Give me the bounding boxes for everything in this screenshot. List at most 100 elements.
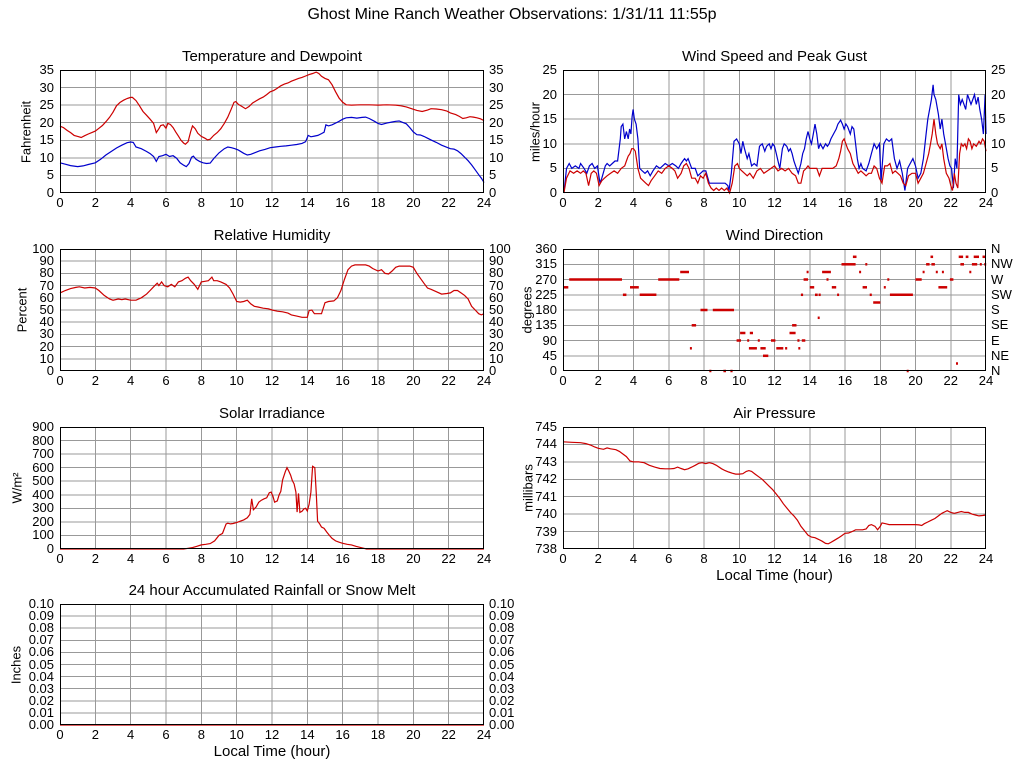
y-tick-label: 0.04 (28, 668, 54, 684)
x-tick-label: 10 (229, 195, 244, 210)
y-tick-label: 0.05 (28, 656, 54, 672)
x-tick-label: 0 (559, 551, 567, 566)
y-tick-label-right: 20 (489, 114, 504, 130)
y-tick-label: 270 (535, 271, 557, 287)
x-tick-label: 4 (127, 373, 135, 388)
x-tick-label: 18 (873, 551, 888, 566)
y-tick-label: 738 (535, 541, 557, 556)
x-tick-label: 12 (767, 551, 782, 566)
y-tick-label-right: SW (991, 286, 1012, 302)
x-tick-label: 2 (91, 373, 99, 388)
x-tick-label: 22 (441, 195, 456, 210)
x-tick-label: 14 (300, 727, 315, 742)
plot-area (59, 70, 485, 193)
x-tick-label: 16 (335, 727, 350, 742)
y-tick-label: 100 (32, 527, 54, 543)
y-tick-label-right: 90 (489, 253, 504, 269)
x-tick-label: 18 (873, 373, 888, 388)
y-tick-label-right: NW (991, 256, 1013, 272)
y-tick-label: 70 (39, 277, 54, 293)
y-tick-label: 50 (39, 302, 54, 317)
x-tick-label: 22 (943, 195, 958, 210)
y-tick-label-right: 0 (991, 185, 999, 200)
chart-solar-irradiance: Solar Irradiance W/m² 0 100 200 300 400 500 60… (10, 405, 492, 566)
y-tick-label-right: 10 (489, 149, 504, 165)
x-tick-label: 18 (873, 195, 888, 210)
y-tick-label: 40 (39, 314, 54, 330)
chart-title: Temperature and Dewpoint (181, 48, 363, 65)
y-tick-label: 30 (39, 79, 54, 95)
x-tick-label: 20 (908, 551, 923, 566)
x-tick-label: 16 (335, 373, 350, 388)
y-tick-label-right: E (991, 332, 1000, 348)
y-tick-label-right: 0.00 (489, 717, 515, 732)
x-tick-label: 16 (837, 373, 853, 388)
y-tick-label: 0.10 (28, 596, 54, 611)
y-tick-label-right: 0 (489, 185, 497, 200)
y-tick-label: 0 (46, 363, 54, 378)
y-tick-label: 10 (39, 149, 54, 165)
y-tick-label-right: 0.02 (489, 692, 515, 708)
y-tick-label-right: 50 (489, 302, 504, 317)
x-tick-label: 2 (91, 551, 99, 566)
x-tick-label: 0 (56, 195, 64, 210)
x-tick-label: 20 (908, 373, 923, 388)
x-tick-label: 24 (978, 195, 994, 210)
x-tick-label: 0 (559, 373, 567, 388)
y-tick-label-right: 35 (489, 62, 504, 77)
chart-title: Wind Direction (725, 227, 824, 244)
chart-relative-humidity: Relative Humidity Percent 0 0 10 10 20 20 30 30… (15, 227, 511, 388)
x-tick-label: 22 (943, 551, 958, 566)
y-tick-label-right: 10 (489, 350, 504, 366)
y-tick-label: 0.02 (28, 692, 54, 708)
y-tick-label-right: 25 (991, 62, 1006, 77)
x-axis-label: Local Time (hour) (716, 567, 833, 584)
y-tick-label-right: N (991, 241, 1001, 256)
y-tick-label-right: 0.10 (489, 596, 515, 611)
y-tick-label: 135 (535, 317, 557, 333)
y-tick-label-right: 10 (991, 135, 1006, 151)
y-tick-label: 0 (549, 363, 557, 378)
y-tick-label: 0.09 (28, 608, 54, 624)
x-tick-label: 12 (264, 195, 280, 210)
y-tick-label-right: 0.09 (489, 608, 515, 624)
x-tick-label: 6 (665, 373, 673, 388)
x-tick-label: 24 (476, 373, 492, 388)
y-tick-label: 30 (39, 326, 54, 342)
x-tick-label: 16 (837, 551, 853, 566)
x-tick-label: 24 (978, 373, 994, 388)
x-tick-label: 18 (370, 195, 386, 210)
y-tick-label: 200 (32, 513, 54, 529)
chart-title: 24 hour Accumulated Rainfall or Snow Mel… (128, 582, 416, 599)
x-tick-label: 12 (264, 727, 280, 742)
x-tick-label: 2 (594, 551, 602, 566)
y-tick-label: 10 (542, 135, 557, 151)
y-tick-label-right: 15 (991, 111, 1006, 127)
x-tick-label: 22 (441, 551, 456, 566)
x-tick-label: 14 (802, 551, 817, 566)
x-tick-label: 0 (56, 373, 64, 388)
y-tick-label: 225 (535, 286, 557, 302)
y-tick-label: 741 (535, 488, 557, 504)
y-tick-label: 739 (535, 523, 557, 539)
chart-title: Air Pressure (733, 405, 816, 422)
y-tick-label-right: 5 (991, 160, 999, 176)
x-tick-label: 8 (700, 195, 708, 210)
y-tick-label-right: 5 (489, 167, 497, 183)
y-tick-label: 360 (535, 241, 557, 256)
y-tick-label: 0.01 (28, 704, 54, 720)
y-tick-label: 0 (549, 185, 557, 200)
y-tick-label: 180 (535, 302, 557, 317)
x-tick-label: 16 (335, 551, 350, 566)
x-tick-label: 4 (629, 195, 638, 210)
x-tick-label: 14 (802, 373, 817, 388)
x-tick-label: 4 (629, 551, 638, 566)
y-tick-label-right: 70 (489, 277, 504, 293)
y-tick-label: 5 (46, 167, 54, 183)
y-tick-label: 0.06 (28, 644, 54, 660)
y-tick-label: 25 (39, 97, 54, 113)
y-tick-label-right: 0.04 (489, 668, 515, 684)
x-tick-label: 16 (335, 195, 350, 210)
x-tick-label: 16 (837, 195, 853, 210)
